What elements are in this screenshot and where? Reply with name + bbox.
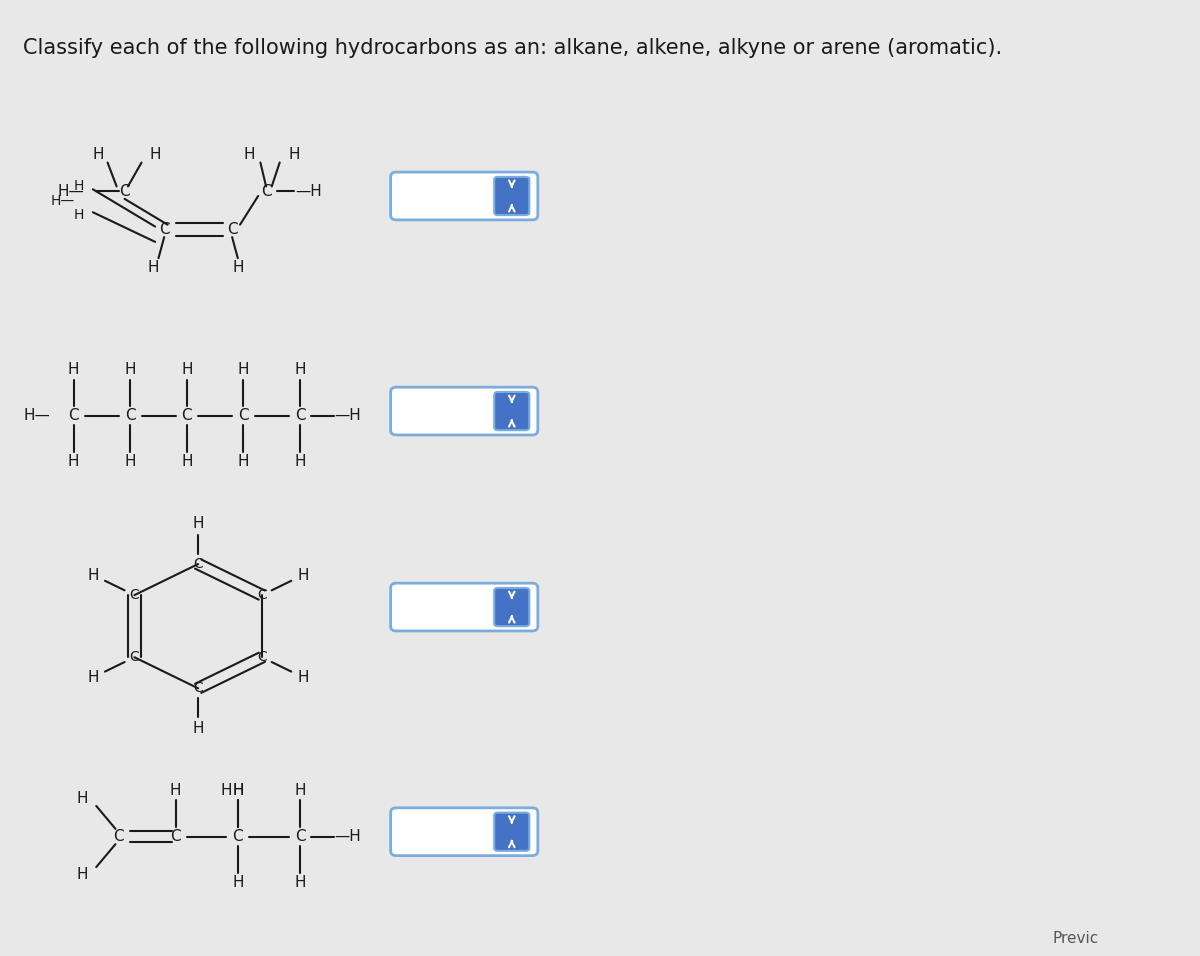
Text: C: C <box>193 682 203 695</box>
Text: H: H <box>232 783 244 798</box>
Text: C: C <box>170 829 181 844</box>
Text: —H: —H <box>335 408 361 424</box>
Text: H: H <box>289 147 300 163</box>
Text: H: H <box>298 670 308 684</box>
Text: C: C <box>68 408 79 424</box>
Text: C: C <box>130 588 139 602</box>
Text: H: H <box>92 147 104 163</box>
Text: H: H <box>232 260 244 275</box>
Text: H: H <box>68 454 79 469</box>
Text: H: H <box>232 875 244 890</box>
Text: H: H <box>74 208 84 222</box>
Text: C: C <box>181 408 192 424</box>
Text: H: H <box>68 362 79 378</box>
Text: Previc: Previc <box>1052 931 1098 946</box>
Text: C: C <box>260 184 271 199</box>
Text: H: H <box>181 454 192 469</box>
Text: C: C <box>193 557 203 571</box>
Text: H—: H— <box>58 184 85 199</box>
Text: C: C <box>238 408 248 424</box>
Text: H: H <box>244 147 254 163</box>
Text: H: H <box>232 783 244 798</box>
Text: C: C <box>125 408 136 424</box>
FancyBboxPatch shape <box>494 177 529 215</box>
Text: C: C <box>295 829 305 844</box>
FancyBboxPatch shape <box>391 387 538 435</box>
Text: H: H <box>294 362 306 378</box>
Text: H: H <box>74 180 84 193</box>
Text: H: H <box>192 516 204 532</box>
Text: C: C <box>295 408 305 424</box>
Text: C: C <box>158 222 169 237</box>
FancyBboxPatch shape <box>494 392 529 430</box>
Text: H: H <box>125 454 136 469</box>
FancyBboxPatch shape <box>391 172 538 220</box>
Text: H: H <box>298 568 308 582</box>
Text: H—: H— <box>50 194 74 207</box>
Text: H: H <box>181 362 192 378</box>
Text: H: H <box>221 783 233 798</box>
Text: C: C <box>114 829 125 844</box>
FancyBboxPatch shape <box>494 588 529 626</box>
Text: H: H <box>88 568 98 582</box>
Text: H: H <box>238 362 250 378</box>
Text: H: H <box>77 791 89 806</box>
Text: C: C <box>233 829 244 844</box>
Text: H: H <box>148 260 158 275</box>
Text: H: H <box>88 670 98 684</box>
Text: H: H <box>294 783 306 798</box>
Text: C: C <box>257 650 266 664</box>
Text: —H: —H <box>295 184 323 199</box>
FancyBboxPatch shape <box>391 808 538 856</box>
Text: H: H <box>125 362 136 378</box>
Text: Classify each of the following hydrocarbons as an: alkane, alkene, alkyne or are: Classify each of the following hydrocarb… <box>23 38 1002 58</box>
Text: H—: H— <box>24 408 50 424</box>
Text: —H: —H <box>335 829 361 844</box>
Text: H: H <box>149 147 161 163</box>
Text: H: H <box>238 454 250 469</box>
Text: H: H <box>294 875 306 890</box>
FancyBboxPatch shape <box>494 813 529 851</box>
Text: H: H <box>169 783 181 798</box>
FancyBboxPatch shape <box>391 583 538 631</box>
Text: H: H <box>294 454 306 469</box>
Text: C: C <box>119 184 130 199</box>
Text: C: C <box>257 588 266 602</box>
Text: C: C <box>227 222 238 237</box>
Text: C: C <box>130 650 139 664</box>
Text: H: H <box>77 867 89 882</box>
Text: H: H <box>192 721 204 736</box>
